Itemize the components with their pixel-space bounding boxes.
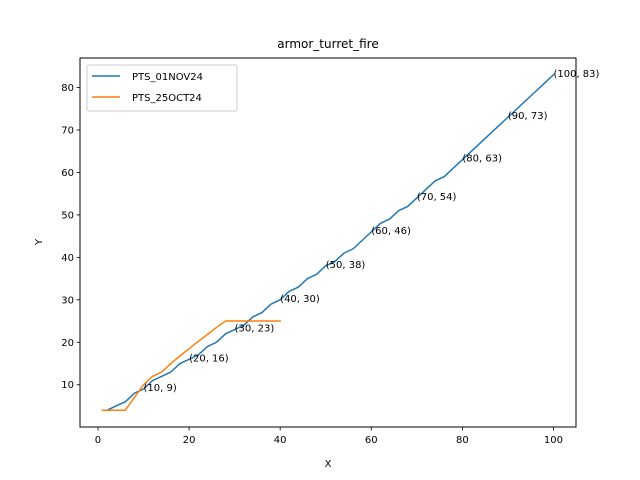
data-annotation: (90, 73): [508, 111, 548, 122]
data-annotation: (70, 54): [417, 192, 457, 203]
y-axis: 10 20 30 40 50 60 70 80: [61, 83, 80, 391]
data-annotation: (60, 46): [371, 226, 411, 237]
series-line-2: [101, 320, 281, 411]
y-tick-label: 10: [61, 380, 74, 391]
legend-label: PTS_25OCT24: [132, 93, 202, 104]
legend-box: [86, 64, 238, 112]
legend-label: PTS_01NOV24: [132, 72, 203, 83]
x-tick-label: 0: [95, 435, 101, 446]
x-tick-label: 80: [456, 435, 469, 446]
x-tick-label: 20: [183, 435, 196, 446]
data-annotation: (30, 23): [235, 324, 275, 335]
data-annotation: (10, 9): [144, 383, 177, 394]
data-annotation: (100, 83): [553, 69, 599, 80]
plot-area: [101, 73, 555, 411]
y-tick-label: 70: [61, 125, 74, 136]
data-annotations: (10, 9) (20, 16) (30, 23) (40, 30) (50, 38) (…: [144, 69, 600, 394]
x-tick-label: 40: [274, 435, 287, 446]
y-axis-label: Y: [34, 238, 45, 246]
y-tick-label: 40: [61, 253, 74, 264]
data-annotation: (50, 38): [326, 260, 366, 271]
x-tick-label: 100: [544, 435, 563, 446]
y-tick-label: 80: [61, 83, 74, 94]
x-axis: 0 20 40 60 80 100: [95, 427, 563, 446]
x-tick-label: 60: [365, 435, 378, 446]
axes-frame: [79, 57, 577, 428]
y-tick-label: 30: [61, 295, 74, 306]
x-axis-label: X: [325, 459, 332, 470]
chart-title: armor_turret_fire: [277, 37, 378, 51]
data-annotation: (40, 30): [280, 294, 320, 305]
legend: PTS_01NOV24 PTS_25OCT24: [86, 64, 238, 112]
data-annotation: (80, 63): [462, 154, 502, 165]
data-annotation: (20, 16): [189, 353, 229, 364]
y-tick-label: 60: [61, 168, 74, 179]
y-tick-label: 20: [61, 338, 74, 349]
series-line-1: [101, 73, 555, 411]
y-tick-label: 50: [61, 210, 74, 221]
